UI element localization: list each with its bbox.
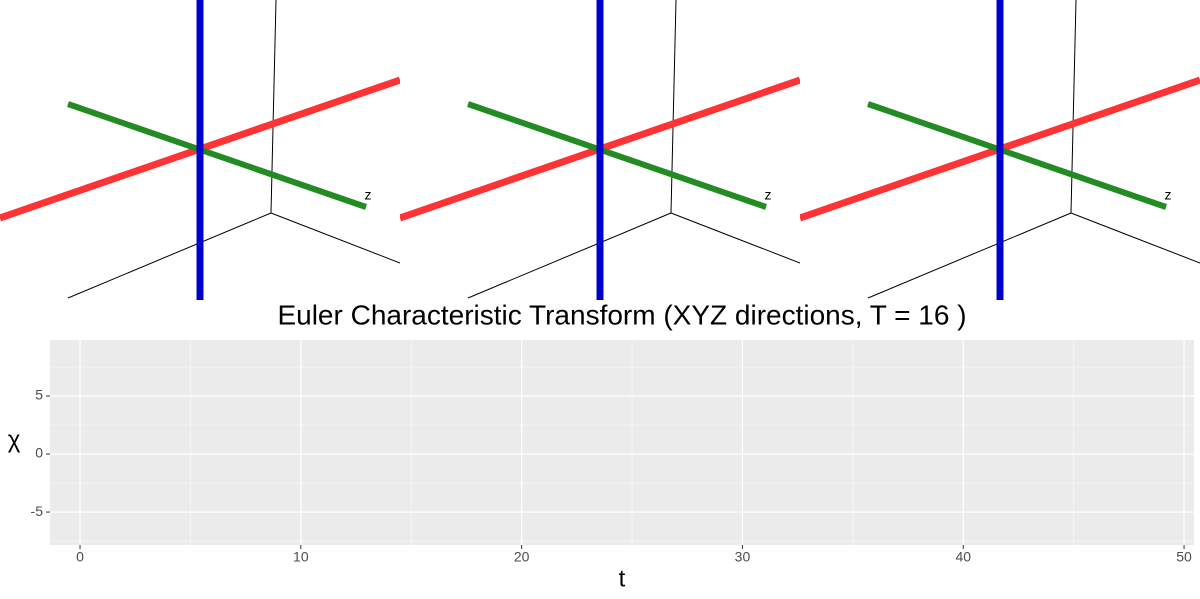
chart-title: Euler Characteristic Transform (XYZ dire… — [277, 299, 966, 330]
y-tick-label: 5 — [35, 387, 43, 403]
axis-label-3d: z — [765, 187, 772, 203]
box-edge — [1070, 212, 1200, 264]
x-tick-label: 50 — [1176, 549, 1192, 565]
x-axis-label: t — [619, 565, 626, 592]
scene-panel: z — [400, 0, 800, 300]
box-edge — [67, 212, 272, 299]
y-axis-3d — [467, 101, 767, 210]
x-tick-label: 40 — [955, 549, 971, 565]
scene-panel: z — [800, 0, 1200, 300]
scene-content — [400, 0, 800, 300]
plot: 0 10 20 30 40 50 -5 0 5 — [31, 340, 1194, 565]
box-edge — [867, 212, 1072, 299]
box-edge — [670, 212, 800, 264]
y-axis-3d — [867, 101, 1167, 210]
plot-panel — [50, 340, 1194, 545]
y-axis-label: χ — [8, 426, 21, 453]
y-tick-label: -5 — [31, 503, 44, 519]
scene-panel: z — [0, 0, 400, 300]
y-axis-3d — [67, 101, 367, 210]
box-edge — [270, 212, 400, 264]
axis-label-3d: z — [1165, 187, 1172, 203]
scene-content — [0, 0, 400, 300]
axis-label-3d: z — [365, 187, 372, 203]
x-tick-label: 20 — [514, 549, 530, 565]
x-tick-label: 30 — [735, 549, 751, 565]
box-edge — [467, 212, 672, 299]
scene-content — [800, 0, 1200, 300]
x-tick-label: 0 — [76, 549, 84, 565]
x-tick-label: 10 — [293, 549, 309, 565]
y-tick-label: 0 — [35, 445, 43, 461]
